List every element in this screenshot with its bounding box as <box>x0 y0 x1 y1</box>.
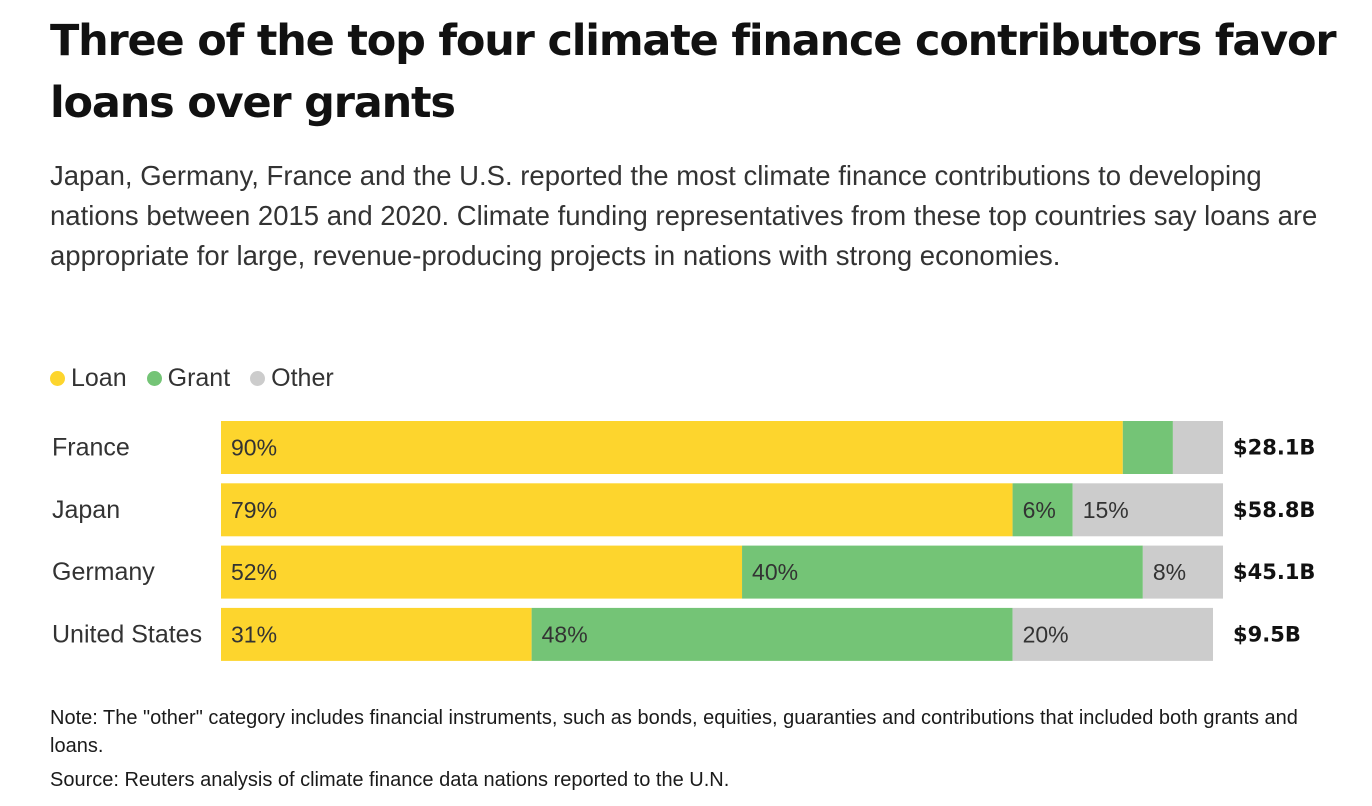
data-label-japan-grant: 6% <box>1023 497 1056 523</box>
data-label-united-states-loan: 31% <box>231 621 277 647</box>
legend-label-other: Other <box>271 363 334 392</box>
category-label-japan: Japan <box>52 496 120 524</box>
bar-france-grant <box>1122 421 1173 474</box>
bar-united-states-loan <box>221 607 532 661</box>
total-label-germany: $45.1B <box>1233 560 1315 584</box>
chart-note: Note: The "other" category includes fina… <box>50 707 1298 757</box>
legend-item-loan: Loan <box>50 364 127 393</box>
bar-united-states-grant <box>531 607 1013 661</box>
legend-item-other: Other <box>250 364 334 393</box>
bar-france-loan <box>221 421 1123 474</box>
category-label-united-states: United States <box>52 620 202 648</box>
bar-japan-other <box>1072 483 1223 537</box>
total-label-france: $28.1B <box>1233 436 1315 460</box>
bar-germany-grant <box>742 545 1143 599</box>
bar-germany-other <box>1142 545 1223 599</box>
chart-subtitle: Japan, Germany, France and the U.S. repo… <box>50 160 1318 271</box>
legend-item-grant: Grant <box>146 363 231 393</box>
chart-source: Source: Reuters analysis of climate fina… <box>50 769 730 791</box>
category-label-france: France <box>52 434 130 462</box>
data-label-japan-loan: 79% <box>231 497 277 523</box>
legend-label-loan: Loan <box>71 363 127 392</box>
bar-japan-loan <box>221 483 1013 537</box>
total-label-united-states: $9.5B <box>1233 622 1301 646</box>
total-label-japan: $58.8B <box>1233 498 1315 522</box>
category-label-germany: Germany <box>52 558 155 586</box>
data-label-japan-other: 15% <box>1083 497 1129 523</box>
data-label-germany-other: 8% <box>1153 559 1186 585</box>
data-label-united-states-other: 20% <box>1023 621 1069 647</box>
stacked-bar-chart: France 90% $28.1B Japan 79% 6% 15% $58.8B German… <box>52 421 1315 661</box>
legend-swatch-other <box>250 370 266 386</box>
legend-swatch-loan <box>50 370 65 386</box>
legend: Loan Grant Other <box>50 362 354 394</box>
bar-france-other <box>1172 421 1223 474</box>
legend-label-grant: Grant <box>167 363 231 392</box>
bar-united-states-other <box>1012 607 1213 661</box>
data-label-france-loan: 90% <box>231 435 277 461</box>
data-label-united-states-grant: 48% <box>542 621 588 647</box>
chart-title: Three of the top four climate finance co… <box>50 16 1337 128</box>
bar-germany-loan <box>221 545 743 599</box>
data-label-germany-loan: 52% <box>231 559 277 585</box>
data-label-germany-grant: 40% <box>752 559 798 585</box>
legend-swatch-grant <box>146 370 162 386</box>
bar-japan-grant <box>1012 483 1073 537</box>
